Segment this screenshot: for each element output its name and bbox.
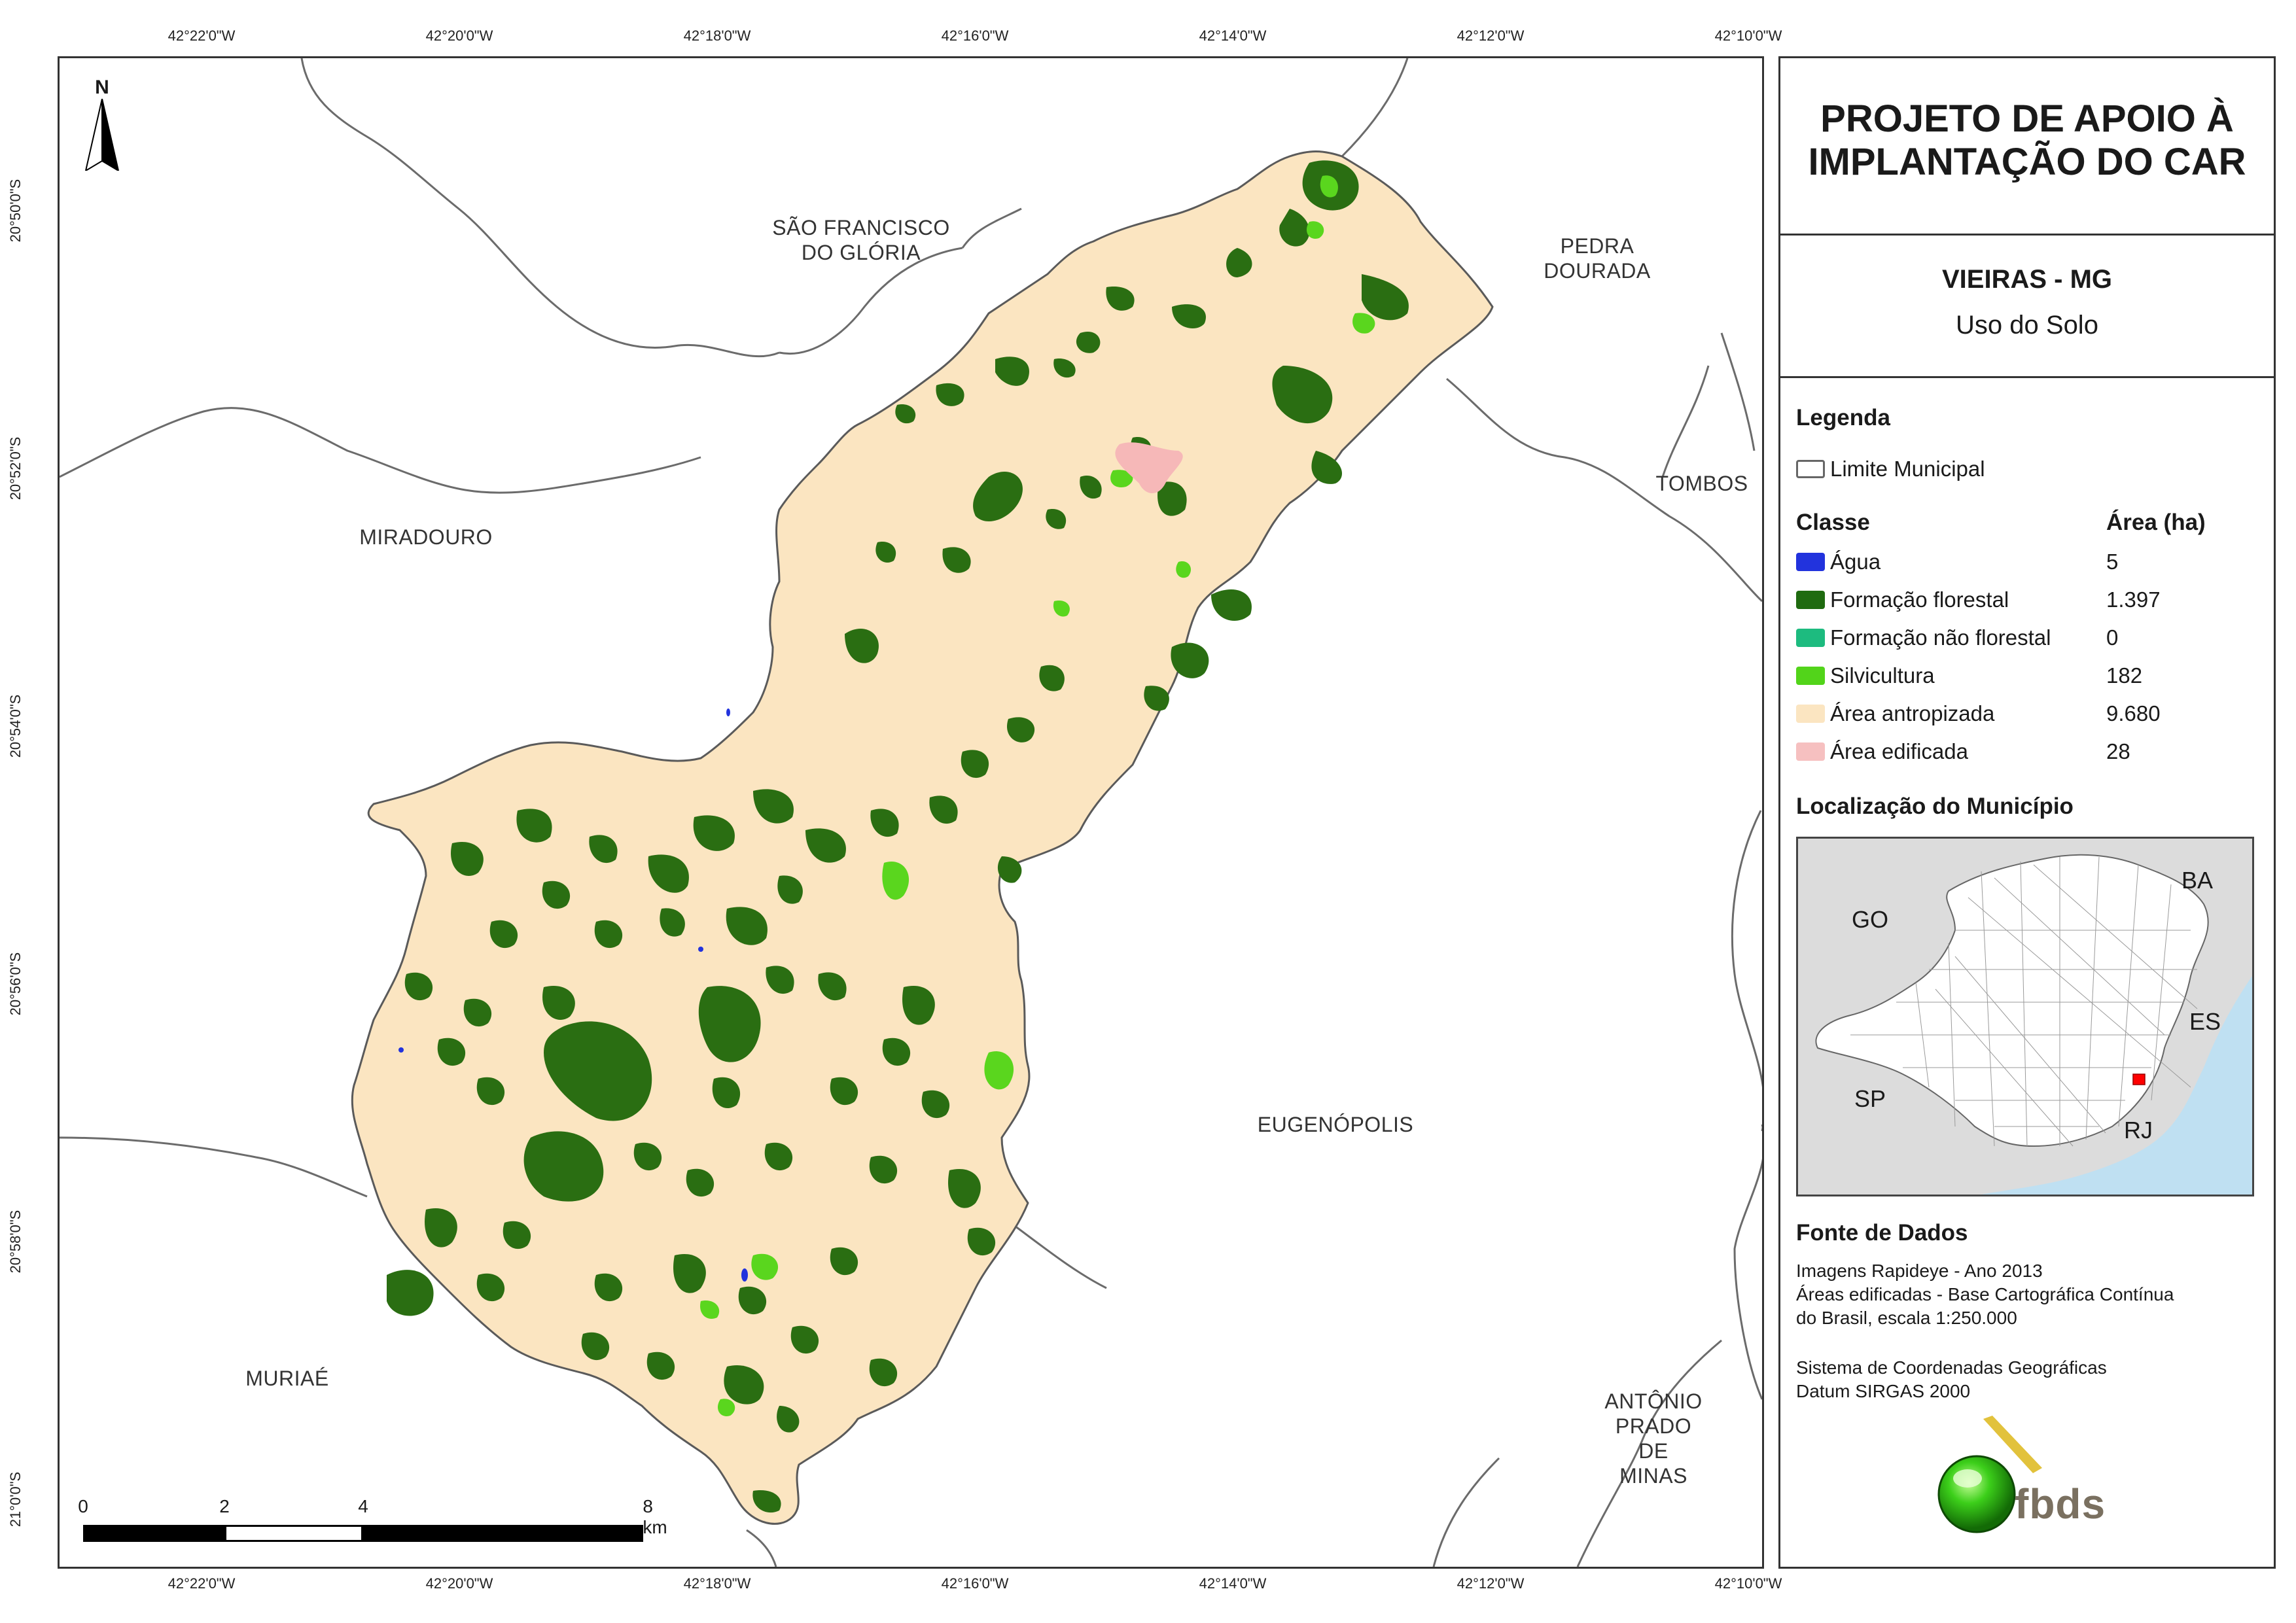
- north-arrow-icon: [84, 99, 120, 171]
- lon-label: 42°12'0"W: [1457, 27, 1525, 44]
- lon-label: 42°20'0"W: [425, 27, 493, 44]
- source-line: do Brasil, escala 1:250.000: [1796, 1308, 2017, 1328]
- source-line: Datum SIRGAS 2000: [1796, 1381, 1971, 1401]
- vieiras-municipality: [351, 150, 1494, 1525]
- class-area: 9.680: [2106, 701, 2161, 725]
- class-label: Área edificada: [1830, 739, 1968, 763]
- color-swatch: [1796, 629, 1825, 647]
- lon-label: 42°14'0"W: [1199, 27, 1267, 44]
- class-label: Formação florestal: [1830, 587, 2009, 612]
- legend-heading: Legenda: [1796, 405, 1890, 430]
- color-swatch: [1796, 591, 1825, 609]
- legend-row-boundary: Limite Municipal: [1796, 456, 2254, 482]
- source-line: Áreas edificadas - Base Cartográfica Con…: [1796, 1284, 2174, 1304]
- forest-patches: [387, 160, 1409, 1513]
- place-label-eugenopolis: EUGENÓPOLIS: [1257, 1113, 1414, 1136]
- lon-label: 42°10'0"W: [1714, 1575, 1782, 1592]
- lon-label: 42°16'0"W: [941, 1575, 1009, 1592]
- legend-row-formacao-nao-florestal: Formação não florestal 0: [1796, 625, 2254, 651]
- state-label-rj: RJ: [2124, 1117, 2153, 1143]
- lat-label: 20°56'0"S: [7, 952, 24, 1016]
- lat-label: 20°58'0"S: [7, 1210, 24, 1274]
- color-swatch: [1796, 705, 1825, 723]
- lon-label: 42°12'0"W: [1457, 1575, 1525, 1592]
- state-label-es: ES: [2189, 1008, 2221, 1035]
- legend-panel: PROJETO DE APOIO À IMPLANTAÇÃO DO CAR VI…: [1778, 56, 2276, 1569]
- scale-label: 8 km: [643, 1496, 667, 1537]
- fbds-logo: fbds: [1937, 1416, 2108, 1546]
- area-heading: Área (ha): [2106, 510, 2206, 535]
- scale-label: 4: [358, 1496, 368, 1516]
- north-arrow: N: [79, 77, 125, 171]
- class-label: Área antropizada: [1830, 701, 1995, 725]
- water-bodies: [398, 708, 748, 1282]
- scale-segment: [363, 1525, 643, 1542]
- class-label: Silvicultura: [1830, 663, 1935, 688]
- legend-row-silvicultura: Silvicultura 182: [1796, 663, 2254, 689]
- place-label-miradouro: MIRADOURO: [359, 525, 493, 549]
- state-label-go: GO: [1851, 906, 1889, 933]
- logo-icon: [1937, 1416, 2042, 1533]
- lon-label: 42°16'0"W: [941, 27, 1009, 44]
- place-label-sao-francisco-do-gloria: SÃO FRANCISCO DO GLÓRIA: [772, 216, 950, 264]
- color-swatch: [1796, 667, 1825, 685]
- place-label-muriae: MURIAÉ: [245, 1367, 329, 1390]
- source-line: Imagens Rapideye - Ano 2013: [1796, 1261, 2043, 1281]
- legend-row-area-edificada: Área edificada 28: [1796, 739, 2254, 765]
- scale-label: 0: [78, 1496, 88, 1516]
- state-label-ba: BA: [2181, 867, 2214, 894]
- lat-label: 21°0'0"S: [7, 1471, 24, 1527]
- legend-row-agua: Água 5: [1796, 549, 2254, 575]
- class-area: 0: [2106, 625, 2119, 650]
- scale-label: 2: [219, 1496, 230, 1516]
- location-heading: Localização do Município: [1796, 794, 2074, 819]
- state-label-sp: SP: [1854, 1085, 1886, 1112]
- place-label-tombos: TOMBOS: [1655, 472, 1748, 495]
- divider: [1780, 376, 2274, 378]
- silviculture-patches: [700, 175, 1375, 1416]
- scale-segment: [224, 1525, 363, 1542]
- divider: [1780, 234, 2274, 236]
- color-swatch: [1796, 742, 1825, 761]
- logo-text: fbds: [2015, 1480, 2106, 1527]
- map-theme: Uso do Solo: [1956, 311, 2098, 340]
- inset-map-canvas: [1815, 854, 2252, 1195]
- lon-label: 42°14'0"W: [1199, 1575, 1267, 1592]
- lat-label: 20°52'0"S: [7, 436, 24, 500]
- lon-label: 42°18'0"W: [683, 1575, 751, 1592]
- boundary-swatch: [1796, 460, 1825, 478]
- lon-label: 42°10'0"W: [1714, 27, 1782, 44]
- class-heading: Classe: [1796, 510, 1870, 535]
- class-label: Água: [1830, 550, 1881, 574]
- map-canvas: [60, 58, 1762, 1567]
- legend-label: Limite Municipal: [1830, 457, 1985, 481]
- north-letter: N: [95, 77, 109, 98]
- legend-row-formacao-florestal: Formação florestal 1.397: [1796, 587, 2254, 613]
- neighbor-boundaries: [60, 58, 1762, 1567]
- class-area: 1.397: [2106, 587, 2161, 612]
- lon-label: 42°20'0"W: [425, 1575, 493, 1592]
- class-label: Formação não florestal: [1830, 625, 2051, 650]
- lon-label: 42°22'0"W: [168, 27, 236, 44]
- lat-label: 20°50'0"S: [7, 179, 24, 243]
- color-swatch: [1796, 553, 1825, 571]
- map-title: PROJETO DE APOIO À IMPLANTAÇÃO DO CAR: [1808, 97, 2246, 183]
- lat-label: 20°54'0"S: [7, 694, 24, 758]
- source-heading: Fonte de Dados: [1796, 1220, 1968, 1246]
- scale-bar: 0 2 4 8 km: [78, 1496, 672, 1548]
- place-label-pedra-dourada: PEDRA DOURADA: [1544, 234, 1651, 283]
- scale-segment: [83, 1525, 224, 1542]
- municipality-title: VIEIRAS - MG: [1941, 265, 2113, 294]
- source-line: Sistema de Coordenadas Geográficas: [1796, 1357, 2107, 1378]
- lon-label: 42°18'0"W: [683, 27, 751, 44]
- legend-row-area-antropizada: Área antropizada 9.680: [1796, 701, 2254, 727]
- location-inset-map: BA GO ES SP RJ: [1796, 837, 2254, 1196]
- place-label-antonio-prado-de-minas: ANTÔNIO PRADO DE MINAS: [1604, 1389, 1703, 1488]
- lon-label: 42°22'0"W: [168, 1575, 236, 1592]
- class-area: 28: [2106, 739, 2130, 763]
- urban-area: [1115, 442, 1183, 493]
- class-area: 5: [2106, 550, 2119, 574]
- map-frame: SÃO FRANCISCO DO GLÓRIA PEDRA DOURADA MI…: [58, 56, 1764, 1569]
- class-area: 182: [2106, 663, 2143, 688]
